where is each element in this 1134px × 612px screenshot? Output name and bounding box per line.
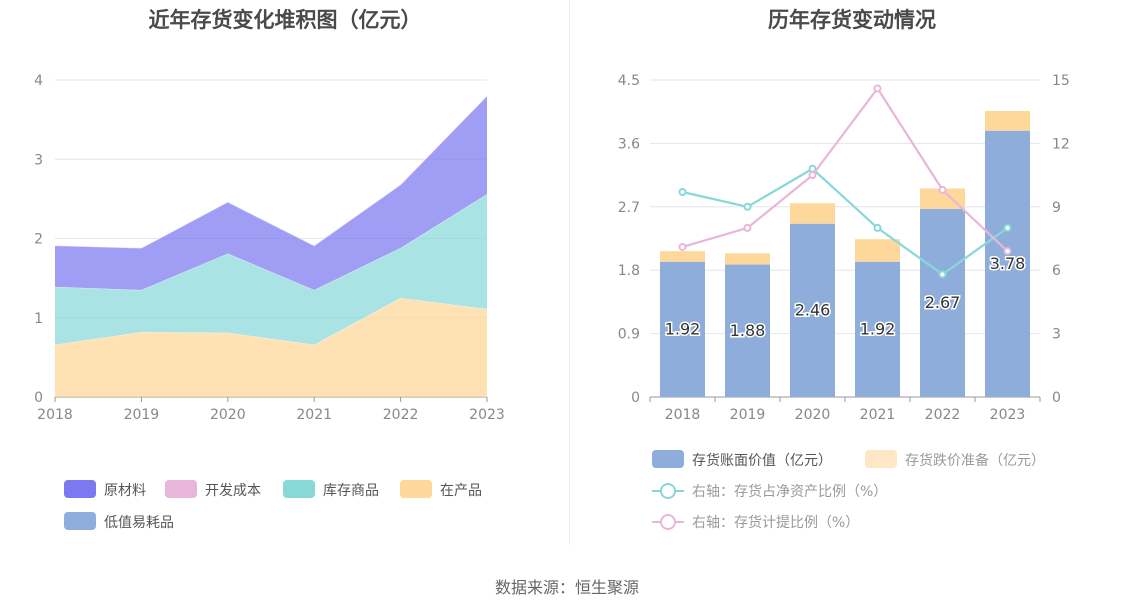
- x-tick-label: 2023: [469, 407, 505, 423]
- area-原材料: [55, 95, 487, 291]
- line-point: [873, 223, 882, 232]
- bar: [985, 110, 1030, 131]
- line-point: [743, 223, 752, 232]
- legend-label: 原材料: [104, 483, 146, 499]
- bar-value-label: 2.67: [925, 293, 961, 312]
- x-tick-label: 2022: [383, 407, 419, 423]
- y-left-tick-label: 1.8: [618, 263, 640, 279]
- y-right-tick-label: 12: [1052, 136, 1070, 152]
- bar-value-label: 1.92: [665, 319, 701, 338]
- y-right-tick-label: 9: [1052, 200, 1061, 216]
- x-tick-label: 2022: [925, 407, 961, 423]
- bar: [660, 251, 705, 262]
- bar: [920, 208, 965, 397]
- bar-value-label: 3.78: [990, 254, 1026, 273]
- y-tick-label: 3: [34, 152, 43, 168]
- line-point: [938, 270, 947, 279]
- line-point: [1003, 223, 1012, 232]
- bar: [725, 264, 770, 397]
- y-tick-label: 4: [34, 73, 43, 89]
- y-left-tick-label: 3.6: [618, 136, 640, 152]
- y-left-tick-label: 2.7: [618, 200, 640, 216]
- bar: [855, 261, 900, 397]
- stacked-area-chart: 0 1 2 3 4 2018 2019 2020 2021 2022 2023 原材料 开发成本 库存商品…: [34, 73, 505, 531]
- legend-label: 右轴：存货占净资产比例（%）: [692, 483, 887, 500]
- x-tick-label: 2018: [37, 407, 73, 423]
- y-tick-label: 1: [34, 311, 43, 327]
- legend-swatch: [865, 450, 897, 468]
- area-edge: [54, 193, 488, 291]
- x-tick-label: 2018: [665, 407, 701, 423]
- legend-swatch: [652, 450, 684, 468]
- left-chart-title: 近年存货变化堆积图（亿元）: [148, 8, 422, 32]
- line-series: [682, 86, 1009, 252]
- line-point: [1003, 247, 1012, 256]
- bar: [855, 239, 900, 262]
- right-chart-title: 历年存货变动情况: [768, 8, 936, 32]
- area-在产品: [55, 297, 487, 397]
- legend-swatch: [165, 480, 197, 498]
- line-point: [873, 84, 882, 93]
- x-tick-label: 2019: [730, 407, 766, 423]
- bar: [790, 223, 835, 397]
- legend-label: 库存商品: [323, 483, 379, 499]
- x-tick-label: 2020: [210, 407, 246, 423]
- y-tick-label: 2: [34, 232, 43, 248]
- y-right-tick-label: 3: [1052, 327, 1061, 343]
- line-point: [743, 202, 752, 211]
- line-series: [682, 167, 1009, 276]
- bar: [985, 130, 1030, 397]
- x-tick-label: 2021: [860, 407, 896, 423]
- legend-label: 低值易耗品: [104, 515, 174, 531]
- x-tick-label: 2019: [124, 407, 160, 423]
- x-tick-label: 2021: [296, 407, 332, 423]
- area-库存商品: [55, 194, 487, 345]
- x-tick-label: 2023: [990, 407, 1026, 423]
- y-right-tick-label: 15: [1052, 73, 1070, 89]
- line-point: [938, 185, 947, 194]
- panel-divider: [569, 0, 570, 545]
- legend-swatch: [400, 480, 432, 498]
- bar: [725, 253, 770, 265]
- legend-swatch: [64, 512, 96, 530]
- bar: [920, 188, 965, 209]
- bar: [790, 203, 835, 224]
- bar-value-label: 1.92: [860, 319, 896, 338]
- legend-label: 开发成本: [205, 483, 261, 499]
- bar-value-label: 1.88: [730, 321, 766, 340]
- area-edge: [54, 95, 488, 249]
- legend-label: 存货跌价准备（亿元）: [905, 452, 1045, 469]
- legend-label: 存货账面价值（亿元）: [692, 452, 832, 469]
- y-left-tick-label: 0: [631, 390, 640, 406]
- legend-marker: [660, 514, 676, 530]
- y-left-tick-label: 4.5: [618, 73, 640, 89]
- bar: [660, 261, 705, 397]
- y-right-tick-label: 6: [1052, 263, 1061, 279]
- legend-swatch: [283, 480, 315, 498]
- line-point: [808, 171, 817, 180]
- legend-label: 右轴：存货计提比例（%）: [692, 514, 859, 531]
- legend-marker: [660, 483, 676, 499]
- y-left-tick-label: 0.9: [618, 327, 640, 343]
- y-tick-label: 0: [34, 390, 43, 406]
- legend-swatch: [64, 480, 96, 498]
- x-tick-label: 2020: [795, 407, 831, 423]
- line-point: [678, 242, 687, 251]
- data-source-note: 数据来源：恒生聚源: [494, 578, 639, 597]
- line-point: [678, 188, 687, 197]
- legend-label: 在产品: [440, 483, 482, 499]
- bar-value-label: 2.46: [795, 300, 831, 319]
- bar-line-chart: 0 0.9 1.8 2.7 3.6 4.5 0 3 6 9 12 15 2018 2019 2020 2021…: [618, 73, 1070, 531]
- y-right-tick-label: 0: [1052, 390, 1061, 406]
